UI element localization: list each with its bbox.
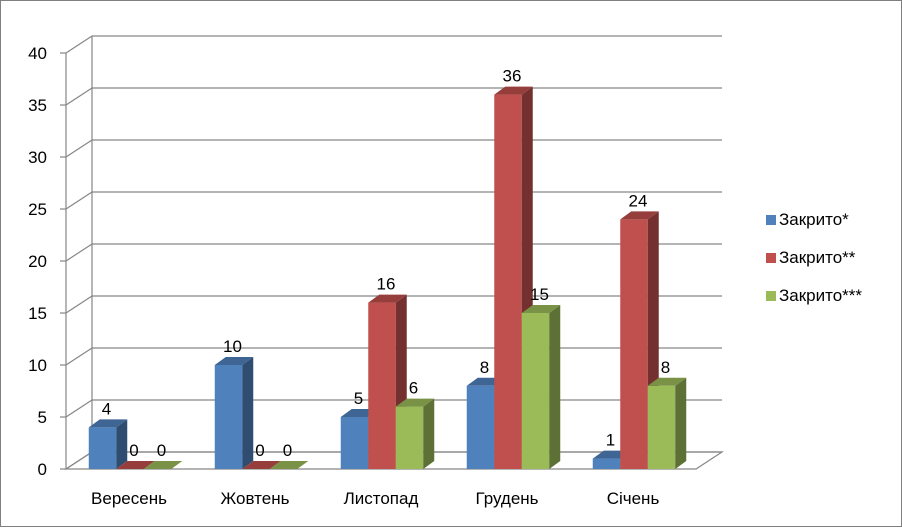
- y-tick-label: 20: [28, 252, 47, 271]
- data-label: 8: [661, 358, 670, 377]
- bar-top-Закритоsss-2: [395, 398, 435, 407]
- y-tick-label: 30: [28, 148, 47, 167]
- legend-label: Закрито***: [779, 286, 862, 305]
- bar-front-Закритоss-3: [494, 94, 522, 469]
- legend: Закрито* Закрито** Закрито***: [766, 210, 862, 305]
- data-label: 0: [255, 441, 264, 460]
- legend-swatch: [766, 291, 776, 301]
- gridline-side: [65, 191, 93, 210]
- data-label: 6: [409, 379, 418, 398]
- data-label: 0: [157, 441, 166, 460]
- bar-side-Закритоsss-3: [549, 305, 561, 469]
- data-label: 16: [377, 275, 396, 294]
- bar-front-Закритоss-4: [620, 219, 648, 469]
- bar-side-Закритоsss-2: [423, 398, 435, 469]
- gridline-side: [65, 347, 93, 366]
- data-label: 36: [503, 67, 522, 86]
- bar-top-Закритоsss-4: [647, 377, 687, 386]
- bar-top-Закритоsss-1: [269, 461, 309, 469]
- x-tick-label: Грудень: [475, 489, 538, 508]
- gridline-side: [65, 399, 93, 418]
- bar-top-Закритоss-4: [620, 211, 659, 220]
- bar-side-Закритоsss-4: [675, 377, 687, 469]
- bar-front-Закритоsss-2: [395, 406, 424, 469]
- bar-top-Закритоs-1: [214, 357, 254, 365]
- gridline-side: [65, 35, 93, 54]
- y-tick-label: 15: [28, 304, 47, 323]
- y-tick-label: 25: [28, 200, 47, 219]
- legend-label: Закрито**: [779, 248, 856, 267]
- gridline-side: [65, 87, 93, 106]
- data-label: 24: [629, 191, 648, 210]
- bars: [88, 86, 687, 469]
- x-tick-label: Жовтень: [221, 489, 290, 508]
- bar-front-Закритоs-4: [592, 458, 621, 469]
- gridlines: [65, 35, 722, 470]
- bar-top-Закритоss-1: [242, 461, 281, 469]
- bar-top-Закритоss-3: [494, 86, 533, 95]
- bar-front-Закритоs-2: [340, 417, 369, 469]
- data-label: 4: [102, 399, 111, 418]
- gridline-side: [65, 295, 93, 314]
- data-label: 10: [223, 337, 242, 356]
- data-label: 8: [480, 358, 489, 377]
- bar-side-Закритоs-0: [116, 419, 128, 469]
- gridline-side: [65, 139, 93, 158]
- bar-top-Закритоs-0: [88, 419, 128, 428]
- y-tick-label: 35: [28, 96, 47, 115]
- bar-front-Закритоs-3: [466, 385, 495, 469]
- bar-top-Закритоss-2: [368, 294, 407, 303]
- bar-front-Закритоs-0: [88, 427, 117, 469]
- legend-label: Закрито*: [779, 210, 849, 229]
- legend-swatch: [766, 215, 776, 225]
- x-tick-label: Листопад: [344, 489, 419, 508]
- y-tick-label: 0: [38, 460, 47, 479]
- data-label: 15: [530, 285, 549, 304]
- bar-top-Закритоsss-3: [521, 305, 561, 313]
- y-tick-label: 10: [28, 356, 47, 375]
- x-tick-label: Січень: [607, 489, 660, 508]
- legend-swatch: [766, 253, 776, 263]
- gridline-side: [65, 243, 93, 262]
- data-label: 0: [283, 441, 292, 460]
- data-label: 5: [354, 389, 363, 408]
- x-tick-label: Вересень: [91, 489, 167, 508]
- bar-top-Закритоss-0: [116, 461, 155, 469]
- bar-front-Закритоss-2: [368, 302, 396, 469]
- x-axis: Вересень Жовтень Листопад Грудень Січень: [91, 489, 659, 508]
- bar-front-Закритоsss-4: [647, 385, 676, 469]
- bar-front-Закритоsss-3: [521, 313, 550, 469]
- y-tick-label: 5: [38, 408, 47, 427]
- y-axis: 0 5 10 15 20 25 30 35 40: [28, 44, 47, 479]
- data-label: 1: [606, 431, 615, 450]
- bar-top-Закритоsss-0: [143, 461, 183, 469]
- data-label: 0: [129, 441, 138, 460]
- bar-front-Закритоs-1: [214, 365, 243, 469]
- bar-side-Закритоs-1: [242, 357, 254, 469]
- y-tick-label: 40: [28, 44, 47, 63]
